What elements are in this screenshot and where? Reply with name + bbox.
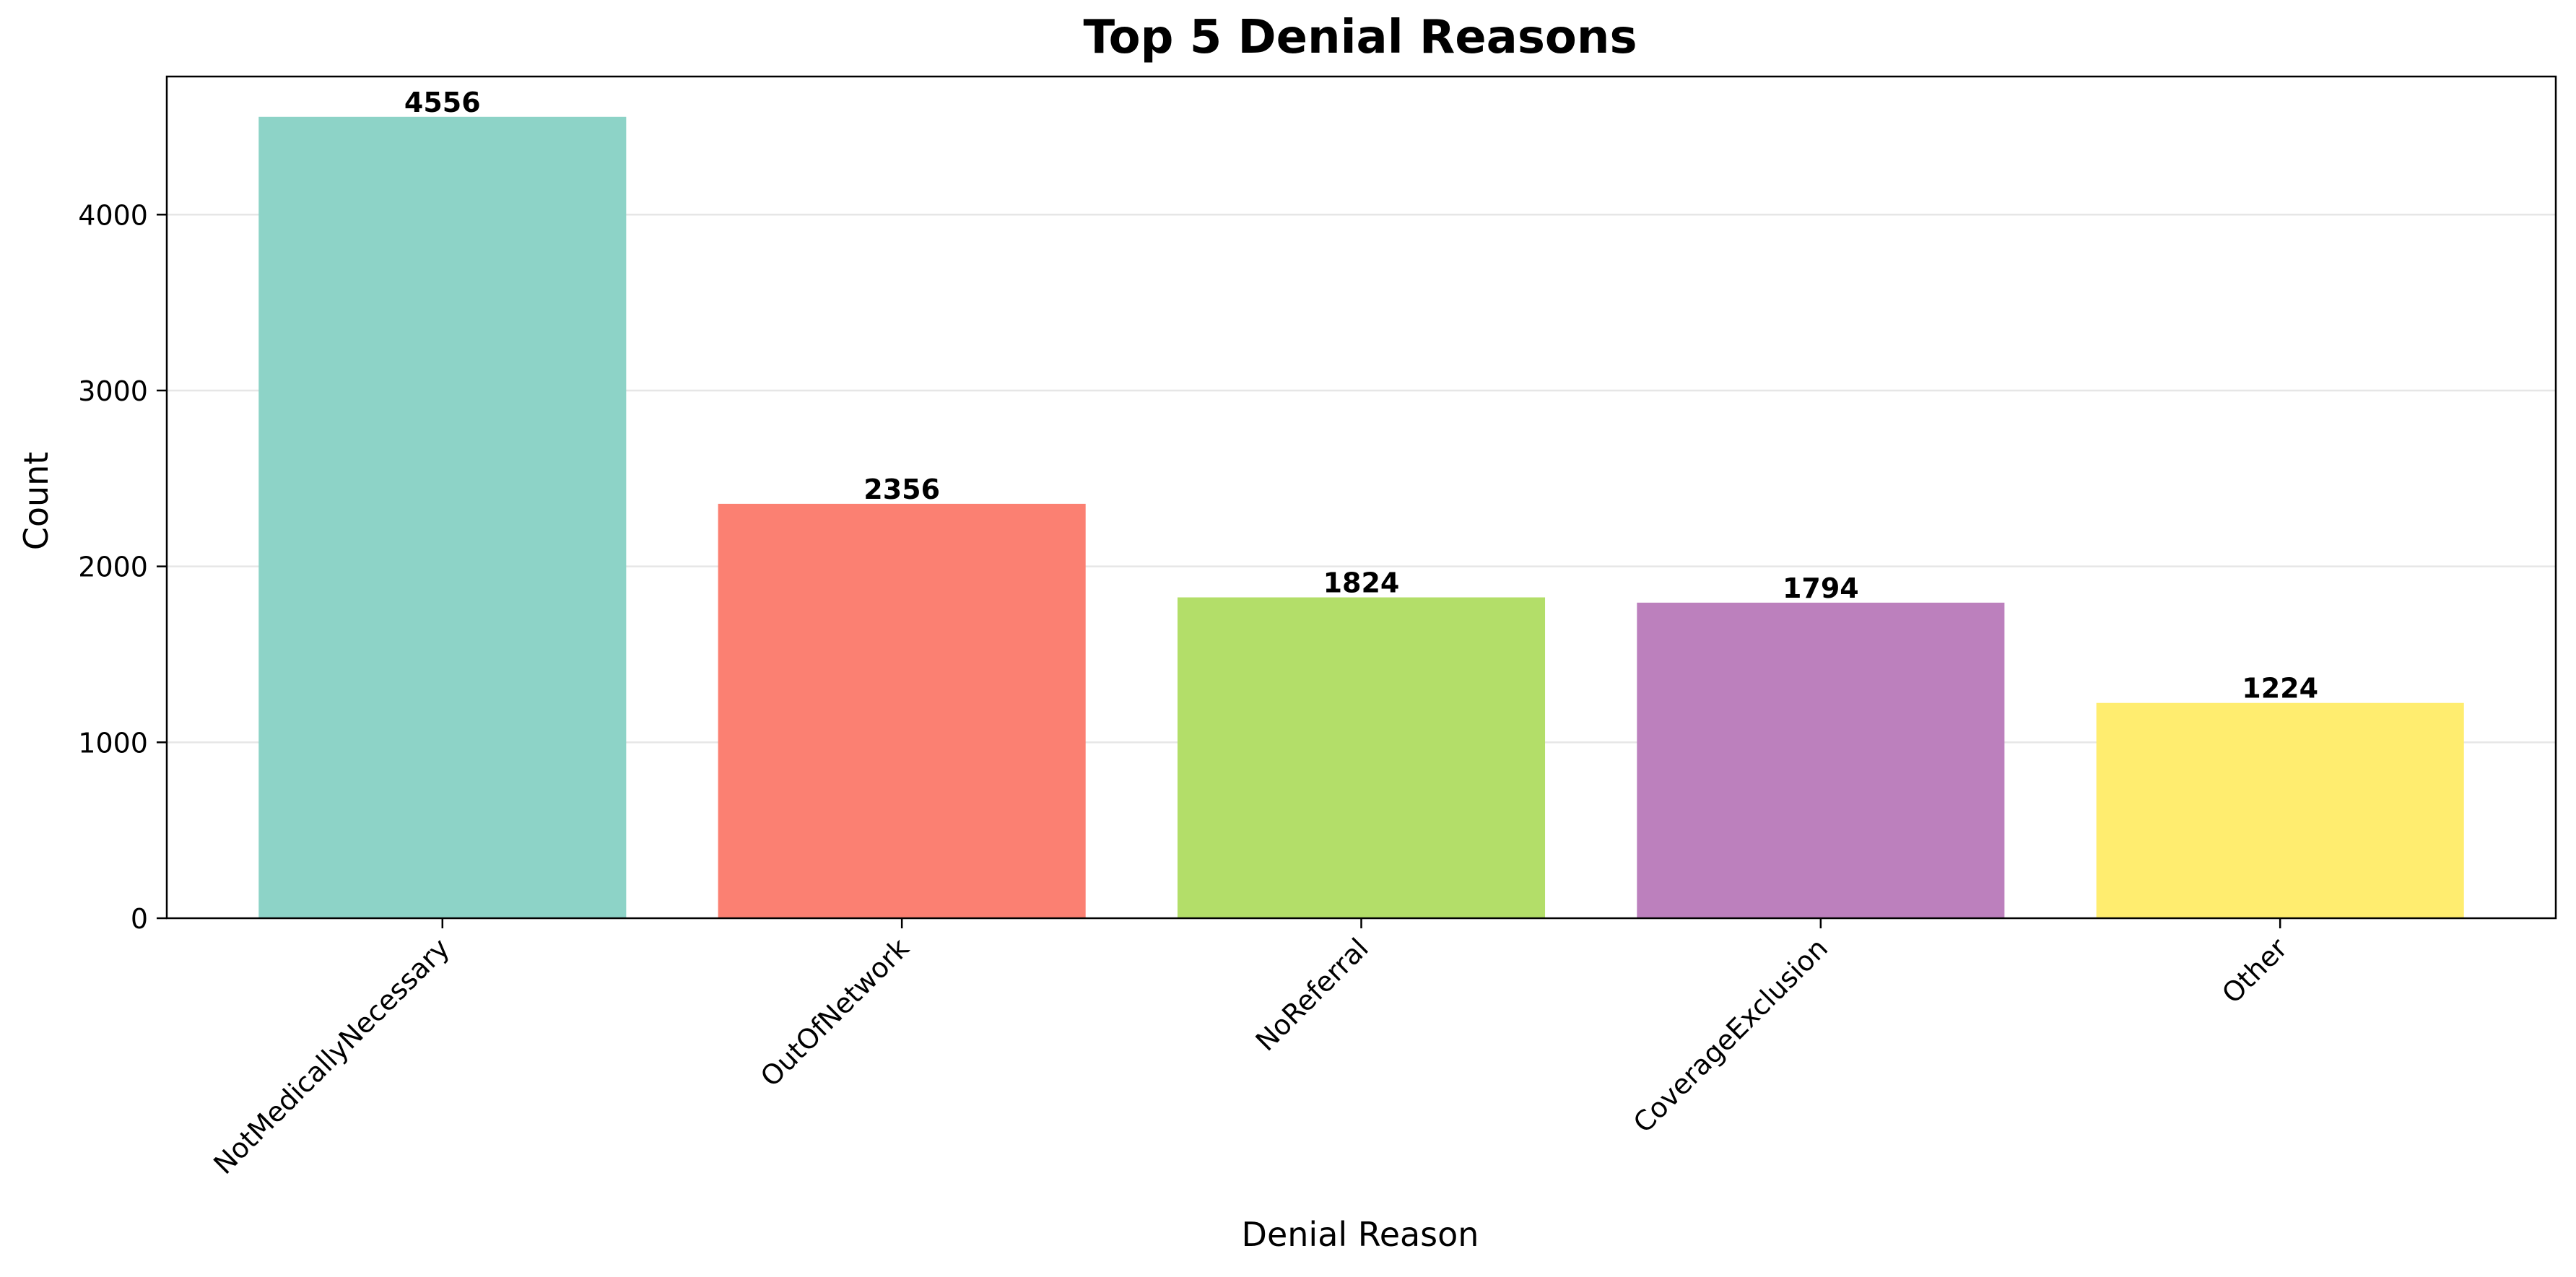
bar-NoReferral (1177, 597, 1546, 918)
bar-value-label: 4556 (404, 87, 481, 118)
bar-value-label: 1824 (1323, 567, 1400, 599)
bar-CoverageExclusion (1637, 602, 2005, 918)
y-axis-ticks: 0 1000 2000 3000 4000 (78, 199, 167, 935)
bars (258, 116, 2464, 919)
bar-value-label: 2356 (863, 474, 940, 505)
y-tick-label: 1000 (78, 727, 148, 759)
x-axis-title: Denial Reason (1242, 1215, 1479, 1254)
y-tick-label: 0 (131, 903, 148, 935)
y-tick-label: 2000 (78, 552, 148, 583)
bar-NotMedicallyNecessary (258, 116, 627, 919)
bar-Other (2096, 702, 2464, 918)
y-tick-label: 4000 (78, 199, 148, 231)
chart-title: Top 5 Denial Reasons (1083, 11, 1637, 64)
data-labels: 4556 2356 1824 1794 1224 (404, 87, 2318, 705)
y-axis-title: Count (17, 452, 56, 551)
y-tick-label: 3000 (78, 375, 148, 407)
bar-value-label: 1794 (1783, 572, 1859, 604)
bar-value-label: 1224 (2242, 673, 2318, 705)
bar-OutOfNetwork (718, 503, 1086, 918)
